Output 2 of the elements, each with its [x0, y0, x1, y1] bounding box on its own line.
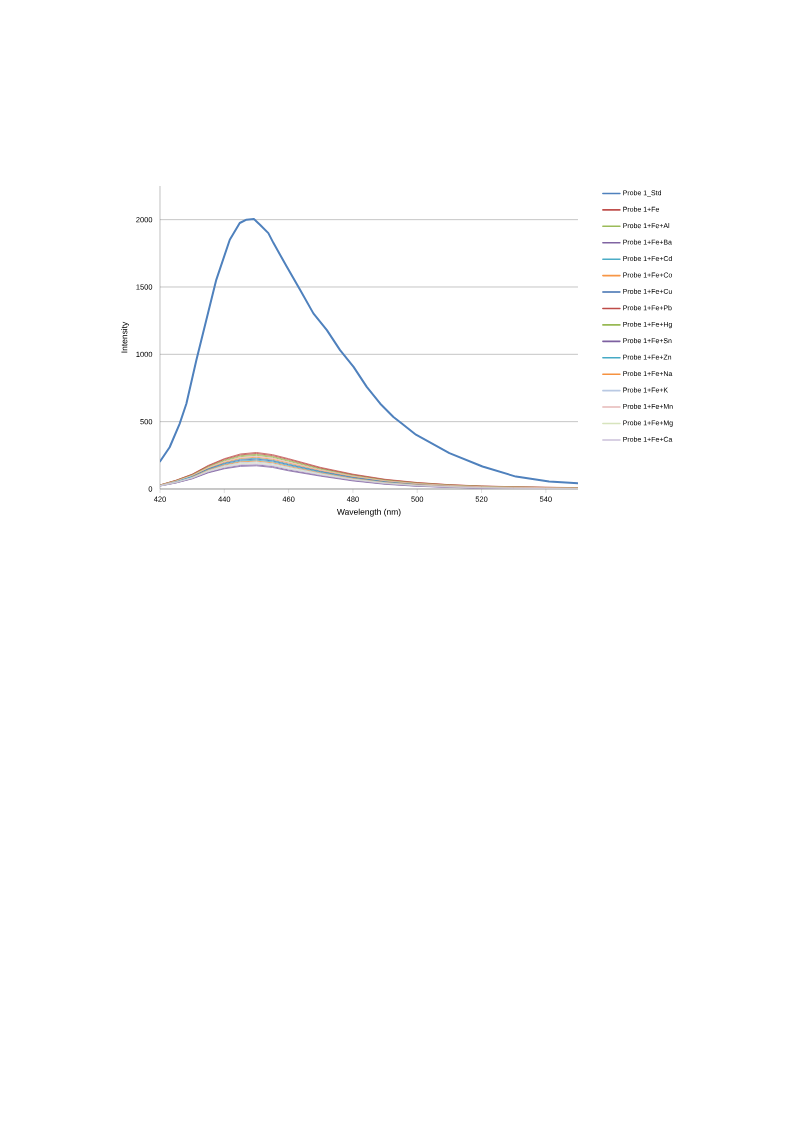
y-axis-title: Intensity	[121, 321, 130, 353]
x-axis-title: Wavelength (nm)	[336, 508, 401, 517]
